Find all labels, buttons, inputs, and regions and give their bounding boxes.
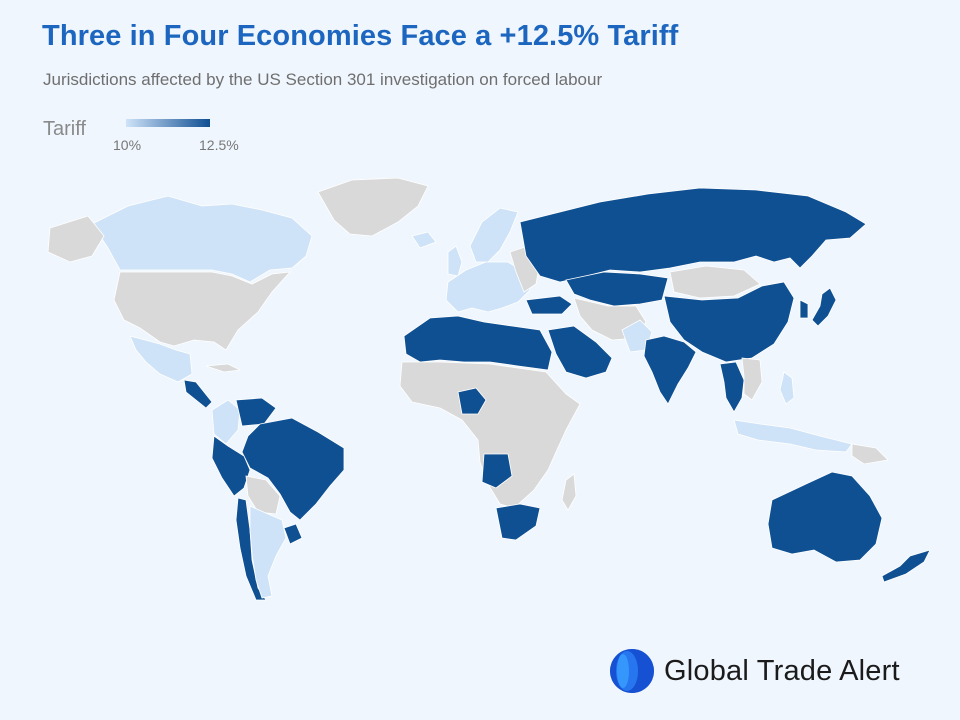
uk-region[interactable]	[447, 245, 463, 277]
colombia-region[interactable]	[211, 399, 241, 445]
brand-footer: Global Trade Alert	[608, 647, 900, 695]
mongolia-region[interactable]	[669, 265, 761, 299]
iceland-region[interactable]	[411, 231, 437, 249]
legend-max-label: 12.5%	[199, 137, 239, 153]
brand-name: Global Trade Alert	[664, 654, 900, 687]
legend-min-label: 10%	[113, 137, 142, 153]
globe-layers-icon	[610, 649, 654, 693]
korea-region[interactable]	[799, 299, 809, 319]
india-region[interactable]	[643, 335, 697, 405]
nigeria-region[interactable]	[457, 387, 487, 415]
indochina-region[interactable]	[741, 357, 763, 401]
venezuela-region[interactable]	[235, 397, 277, 427]
north-africa-region[interactable]	[403, 315, 553, 371]
argentina-region[interactable]	[249, 505, 287, 599]
scandinavia-region[interactable]	[469, 207, 519, 263]
philippines-region[interactable]	[779, 371, 795, 405]
usa-region[interactable]	[113, 271, 292, 351]
chile-region[interactable]	[235, 497, 267, 601]
indonesia-region[interactable]	[733, 419, 853, 453]
china-region[interactable]	[663, 281, 795, 363]
sub-saharan-africa-region[interactable]	[399, 361, 581, 509]
map-subtitle: Jurisdictions affected by the US Section…	[43, 70, 603, 89]
japan-region[interactable]	[811, 287, 837, 327]
central-america-region[interactable]	[183, 379, 213, 409]
alaska-region[interactable]	[47, 215, 105, 263]
uruguay-region[interactable]	[283, 523, 303, 545]
cuba-region[interactable]	[205, 363, 242, 373]
legend-title: Tariff	[43, 118, 86, 140]
south-africa-region[interactable]	[495, 503, 541, 541]
thailand-region[interactable]	[719, 361, 745, 413]
papua-region[interactable]	[851, 443, 889, 465]
angola-region[interactable]	[481, 453, 513, 489]
canada-region[interactable]	[91, 195, 313, 283]
greenland-region[interactable]	[317, 177, 429, 237]
peru-region[interactable]	[211, 435, 251, 497]
arabia-region[interactable]	[547, 325, 613, 379]
madagascar-region[interactable]	[561, 473, 577, 511]
new-zealand-region[interactable]	[881, 549, 931, 583]
kazakhstan-region[interactable]	[565, 271, 669, 307]
mexico-region[interactable]	[129, 335, 193, 383]
europe-region[interactable]	[445, 261, 531, 313]
bolivia-region[interactable]	[245, 475, 281, 515]
map-title: Three in Four Economies Face a +12.5% Ta…	[42, 20, 679, 52]
turkey-region[interactable]	[525, 295, 573, 315]
legend-color-scale	[126, 119, 210, 127]
australia-region[interactable]	[767, 471, 883, 563]
